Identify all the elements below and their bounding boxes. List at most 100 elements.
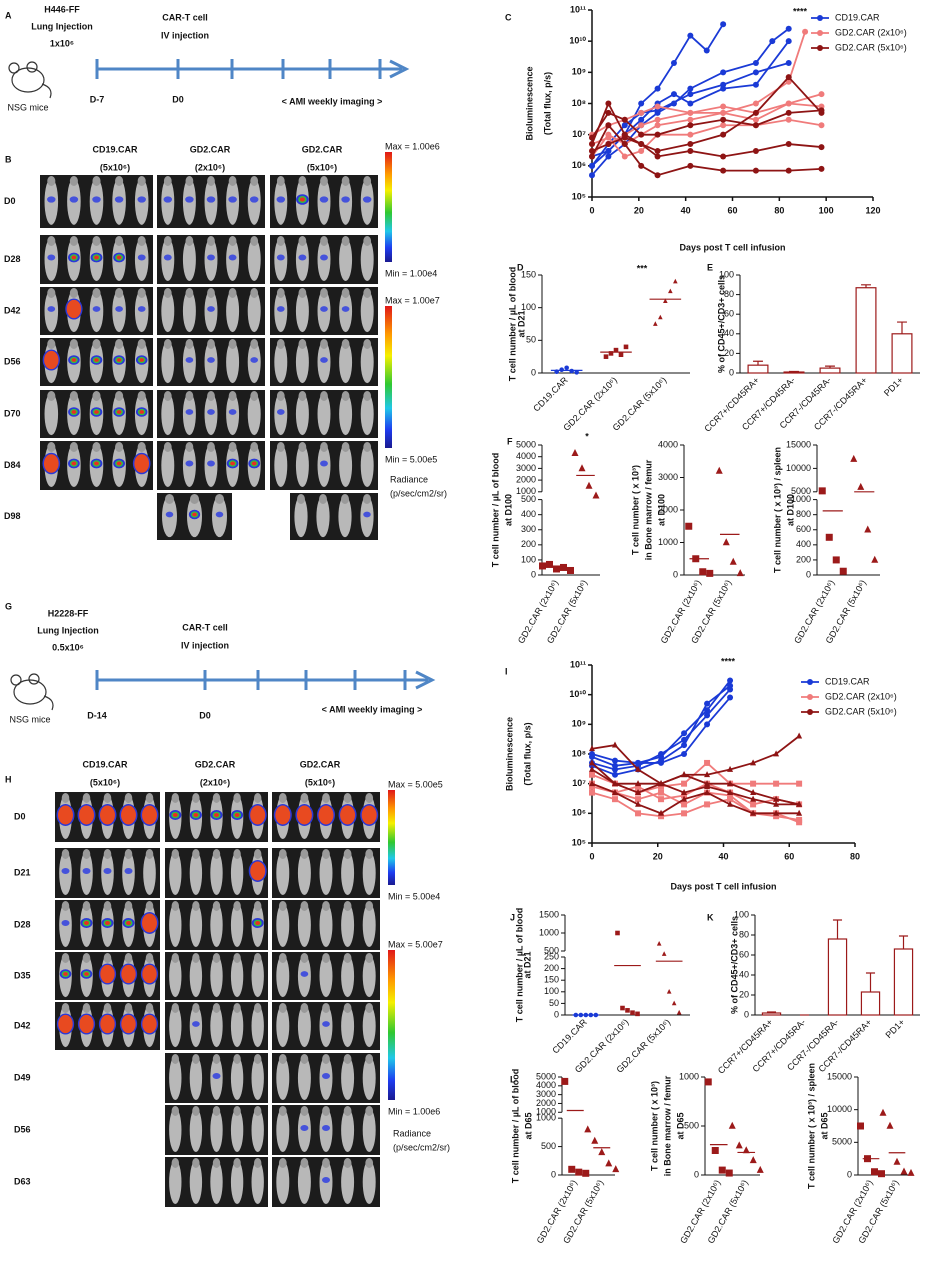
signal [126,921,131,925]
legend-marker [807,709,813,715]
y-tick-label: 0 [554,1009,559,1019]
mouse-image [253,1003,262,1013]
mouse-image [228,442,237,452]
y-axis-label: in Bone marrow / femur [662,1075,672,1176]
signal [100,805,115,825]
y-tick-label: 600 [796,524,811,534]
scale-min: Min = 5.00e5 [385,454,437,464]
y-tick-label: 3000 [536,1089,556,1099]
bar [860,991,881,1016]
signal [47,196,56,203]
marker [561,1077,569,1085]
marker [612,741,619,748]
marker [711,1147,719,1154]
mouse-image [251,1056,264,1100]
x-tick-label: 60 [727,205,737,215]
mouse-image [182,289,196,333]
y-tick-label: 1500 [539,909,559,919]
signal [207,460,215,467]
marker [871,1168,878,1176]
marker [704,707,711,714]
y-tick-label: 10000 [827,1104,852,1114]
row-label: D56 [4,356,21,366]
mouse-image [212,901,221,911]
signal [103,868,112,874]
scale-max: Max = 1.00e7 [385,295,440,305]
marker [750,809,757,816]
mouse-image [189,1108,203,1152]
color-scale [385,306,392,448]
mouse-image [322,1106,330,1116]
y-tick-label: 10¹¹ [570,4,586,14]
y-tick-label: 15000 [786,439,811,449]
marker [727,796,734,803]
marker [900,1167,908,1175]
annotation: **** [721,656,736,666]
signal [320,357,328,363]
y-tick-label: 100 [521,302,536,312]
marker [589,771,595,778]
y-tick-label: 10¹¹ [570,659,586,669]
mouse-image [365,901,374,911]
panel-label: I [505,666,508,676]
marker [750,780,757,787]
mouse-image [247,237,261,282]
y-tick-label: 0 [847,1169,852,1179]
y-tick-label: 500 [521,494,536,504]
signal [137,254,146,261]
marker [727,677,734,684]
marker [818,165,825,172]
y-tick-label: 4000 [536,1080,556,1090]
mouse-image [298,339,307,349]
mouse-image [363,339,372,349]
marker [785,25,792,32]
marker [608,351,614,356]
marker [567,566,574,574]
marker [638,122,645,129]
mouse-image [171,953,180,963]
row-label: D49 [14,1072,31,1082]
mouse-image [169,851,182,895]
mouse-image [365,849,374,859]
y-axis-label: % of CD45+/CD3+ cells [729,916,739,1014]
mouse-image [320,288,328,298]
marker [666,989,672,994]
mouse-image [230,903,244,947]
bar [761,1012,782,1016]
y-tick-label: 0 [806,569,811,579]
y-tick-label: 0 [694,1169,699,1179]
mouse-image [341,391,350,401]
x-tick-label: 100 [819,205,834,215]
signal [94,461,99,466]
marker [886,1121,894,1129]
signal [300,971,309,977]
panel-label: B [5,154,12,164]
signal [61,920,70,926]
mouse-image [276,903,290,947]
mouse-image [192,1054,200,1064]
mouse-image [343,901,352,911]
mouse-image [145,793,154,803]
mouse-image [212,953,221,963]
mouse-image [297,494,305,504]
line [591,93,822,157]
signal [276,196,286,203]
y-tick-label: 200 [521,539,536,549]
marker [718,1166,726,1174]
marker [785,74,792,81]
mouse-image [253,953,262,963]
mouse-image [362,903,376,947]
marker [687,122,694,129]
marker [635,796,642,803]
marker [720,131,727,138]
marker [635,1011,640,1017]
mouse-image [185,236,194,246]
mouse-image [343,849,352,859]
marker [818,91,825,98]
row-label: D84 [4,460,21,470]
mouse-image [228,236,237,246]
marker [615,930,620,936]
mouse-image [233,901,241,911]
mouse-image [165,494,174,504]
line [591,75,823,152]
